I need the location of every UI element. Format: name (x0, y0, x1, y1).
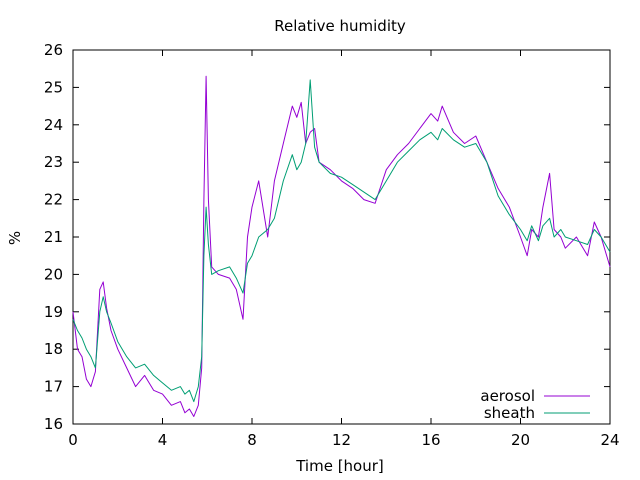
series-line-aerosol (72, 75, 611, 417)
y-tick-label: 22 (44, 191, 63, 209)
y-axis-title: % (6, 231, 24, 245)
x-tick-label: 8 (247, 431, 257, 449)
legend-label-aerosol: aerosol (480, 387, 535, 405)
x-tick-label: 4 (158, 431, 168, 449)
x-tick-label: 16 (421, 431, 440, 449)
y-tick-label: 21 (44, 228, 63, 246)
series-line-sheath (72, 79, 611, 403)
y-tick-label: 19 (44, 303, 63, 321)
y-tick-label: 26 (44, 41, 63, 59)
x-axis-title: Time [hour] (295, 457, 384, 475)
y-tick-label: 25 (44, 78, 63, 96)
series-layer (72, 75, 611, 417)
y-tick-label: 24 (44, 116, 63, 134)
x-axis: 0 4 8 12 16 20 24 (68, 50, 620, 449)
y-tick-label: 18 (44, 340, 63, 358)
legend-label-sheath: sheath (484, 404, 535, 422)
x-tick-label: 24 (600, 431, 619, 449)
y-tick-label: 20 (44, 265, 63, 283)
plot-frame (72, 49, 611, 425)
chart-title: Relative humidity (274, 17, 406, 35)
x-tick-label: 0 (68, 431, 78, 449)
x-tick-label: 12 (332, 431, 351, 449)
x-tick-label: 20 (511, 431, 530, 449)
y-axis: 16 17 18 19 20 21 22 23 24 25 26 (44, 41, 610, 433)
y-tick-label: 23 (44, 153, 63, 171)
y-tick-label: 17 (44, 378, 63, 396)
y-tick-label: 16 (44, 415, 63, 433)
